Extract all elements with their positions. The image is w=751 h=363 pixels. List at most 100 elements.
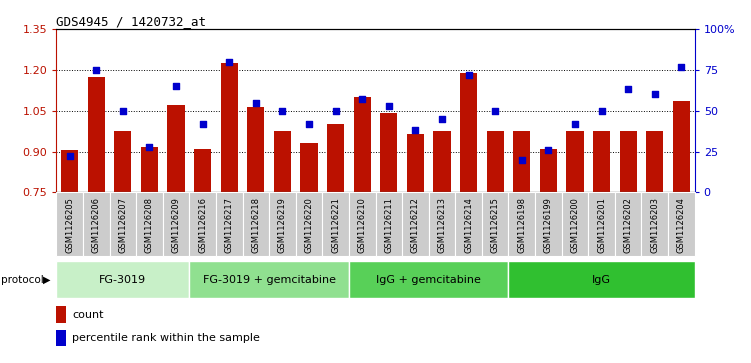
Text: GSM1126219: GSM1126219 bbox=[278, 197, 287, 253]
Bar bbox=[56, 306, 66, 322]
Bar bbox=[380, 114, 397, 192]
Point bbox=[90, 67, 102, 73]
Bar bbox=[274, 131, 291, 192]
Text: percentile rank within the sample: percentile rank within the sample bbox=[72, 333, 260, 343]
Text: GSM1126211: GSM1126211 bbox=[385, 197, 394, 253]
Text: GSM1126213: GSM1126213 bbox=[438, 197, 447, 253]
Bar bbox=[140, 147, 158, 192]
Text: GDS4945 / 1420732_at: GDS4945 / 1420732_at bbox=[56, 15, 207, 28]
Bar bbox=[349, 192, 376, 256]
Point bbox=[649, 91, 661, 97]
Text: GSM1126217: GSM1126217 bbox=[225, 197, 234, 253]
Bar bbox=[562, 192, 588, 256]
Bar bbox=[620, 131, 637, 192]
Point bbox=[569, 121, 581, 127]
Text: GSM1126214: GSM1126214 bbox=[464, 197, 473, 253]
Bar bbox=[110, 192, 136, 256]
Bar bbox=[189, 261, 349, 298]
Text: IgG: IgG bbox=[592, 274, 611, 285]
Bar bbox=[513, 131, 530, 192]
Text: count: count bbox=[72, 310, 104, 319]
Text: GSM1126204: GSM1126204 bbox=[677, 197, 686, 253]
Bar bbox=[588, 192, 615, 256]
Point bbox=[489, 108, 501, 114]
Point bbox=[64, 154, 76, 159]
Bar bbox=[487, 131, 504, 192]
Bar bbox=[615, 192, 641, 256]
Text: protocol: protocol bbox=[1, 274, 44, 285]
Bar bbox=[668, 192, 695, 256]
Bar bbox=[221, 63, 238, 192]
Bar bbox=[429, 192, 455, 256]
Point bbox=[675, 64, 687, 70]
Bar bbox=[354, 97, 371, 192]
Bar bbox=[61, 150, 78, 192]
Point bbox=[622, 87, 634, 93]
Bar bbox=[56, 330, 66, 346]
Bar bbox=[269, 192, 296, 256]
Bar bbox=[407, 134, 424, 192]
Bar bbox=[455, 192, 482, 256]
Bar bbox=[482, 192, 508, 256]
Text: GSM1126203: GSM1126203 bbox=[650, 197, 659, 253]
Point bbox=[143, 144, 155, 150]
Point bbox=[463, 72, 475, 78]
Text: ▶: ▶ bbox=[43, 274, 50, 285]
Text: GSM1126208: GSM1126208 bbox=[145, 197, 154, 253]
Text: GSM1126206: GSM1126206 bbox=[92, 197, 101, 253]
Text: FG-3019: FG-3019 bbox=[99, 274, 146, 285]
Point bbox=[170, 83, 182, 89]
Bar bbox=[216, 192, 243, 256]
Text: GSM1126216: GSM1126216 bbox=[198, 197, 207, 253]
Point bbox=[276, 108, 288, 114]
Point bbox=[436, 116, 448, 122]
Text: GSM1126221: GSM1126221 bbox=[331, 197, 340, 253]
Bar bbox=[535, 192, 562, 256]
Bar bbox=[56, 261, 189, 298]
Bar bbox=[88, 77, 105, 192]
Bar bbox=[296, 192, 322, 256]
Text: GSM1126202: GSM1126202 bbox=[623, 197, 632, 253]
Text: GSM1126199: GSM1126199 bbox=[544, 197, 553, 253]
Bar bbox=[243, 192, 269, 256]
Point bbox=[409, 127, 421, 133]
Bar bbox=[136, 192, 163, 256]
Bar bbox=[508, 192, 535, 256]
Text: GSM1126212: GSM1126212 bbox=[411, 197, 420, 253]
Bar bbox=[189, 192, 216, 256]
Text: GSM1126215: GSM1126215 bbox=[490, 197, 499, 253]
Text: GSM1126205: GSM1126205 bbox=[65, 197, 74, 253]
Text: GSM1126198: GSM1126198 bbox=[517, 197, 526, 253]
Point bbox=[542, 147, 554, 153]
Point bbox=[197, 121, 209, 127]
Bar bbox=[673, 101, 690, 192]
Point bbox=[250, 99, 262, 105]
Bar bbox=[641, 192, 668, 256]
Point bbox=[330, 108, 342, 114]
Text: GSM1126210: GSM1126210 bbox=[357, 197, 366, 253]
Point bbox=[117, 108, 129, 114]
Text: GSM1126209: GSM1126209 bbox=[171, 197, 180, 253]
Bar bbox=[460, 73, 477, 192]
Bar bbox=[83, 192, 110, 256]
Text: GSM1126200: GSM1126200 bbox=[571, 197, 580, 253]
Text: IgG + gemcitabine: IgG + gemcitabine bbox=[376, 274, 481, 285]
Point bbox=[383, 103, 395, 109]
Bar bbox=[349, 261, 508, 298]
Point bbox=[303, 121, 315, 127]
Bar bbox=[540, 149, 557, 192]
Text: GSM1126218: GSM1126218 bbox=[252, 197, 261, 253]
Point bbox=[356, 97, 368, 102]
Bar bbox=[167, 105, 185, 192]
Bar bbox=[433, 131, 451, 192]
Bar bbox=[376, 192, 402, 256]
Bar bbox=[322, 192, 349, 256]
Bar bbox=[300, 143, 318, 192]
Bar bbox=[402, 192, 429, 256]
Point bbox=[223, 59, 235, 65]
Bar bbox=[646, 131, 663, 192]
Bar bbox=[593, 131, 611, 192]
Point bbox=[516, 157, 528, 163]
Bar bbox=[247, 107, 264, 192]
Text: FG-3019 + gemcitabine: FG-3019 + gemcitabine bbox=[203, 274, 336, 285]
